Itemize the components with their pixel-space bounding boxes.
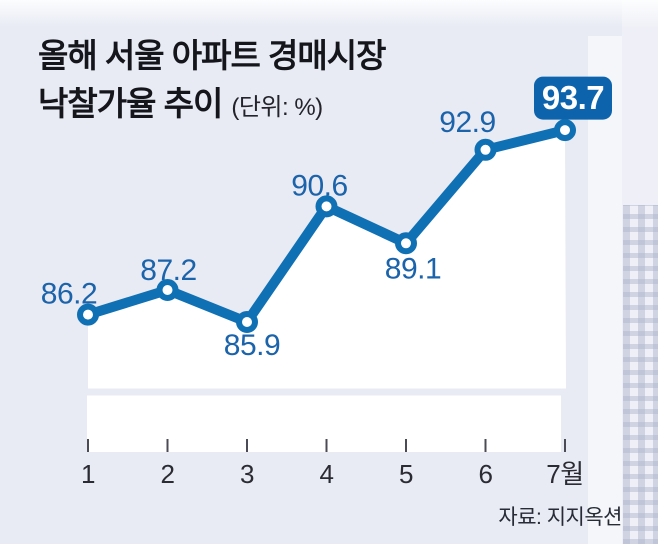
x-tick-label: 4 — [320, 459, 334, 489]
chart-title: 올해 서울 아파트 경매시장 낙찰가율 추이 (단위: %) — [38, 32, 386, 132]
x-tick-label: 5 — [399, 459, 413, 489]
highlight-value: 93.7 — [542, 79, 604, 116]
data-point — [77, 303, 99, 326]
x-tick-label: 7월 — [546, 459, 583, 489]
value-label: 89.1 — [385, 252, 441, 285]
unit-note: (단위: %) — [231, 94, 323, 121]
data-point — [474, 138, 497, 161]
x-tick-label: 3 — [240, 459, 254, 489]
area-fill — [88, 130, 566, 389]
data-point — [395, 232, 417, 255]
value-label: 85.9 — [224, 329, 280, 362]
x-tick-label: 2 — [161, 459, 175, 489]
data-point — [236, 311, 258, 333]
title-line2-row: 낙찰가율 추이 (단위: %) — [38, 80, 385, 132]
title-line1: 올해 서울 아파트 경매시장 — [38, 37, 386, 74]
data-point — [554, 119, 576, 142]
highlight-badge — [534, 76, 612, 120]
title-line2: 낙찰가율 추이 — [38, 85, 223, 122]
source-credit: 자료: 지지옥션 — [498, 506, 622, 529]
x-tick-label: 1 — [81, 459, 95, 489]
data-point — [315, 195, 338, 218]
value-label: 92.9 — [439, 106, 495, 139]
x-tick-label: 6 — [479, 459, 493, 489]
data-point — [156, 279, 179, 302]
axis-band — [87, 395, 561, 452]
value-label: 90.6 — [291, 169, 347, 202]
